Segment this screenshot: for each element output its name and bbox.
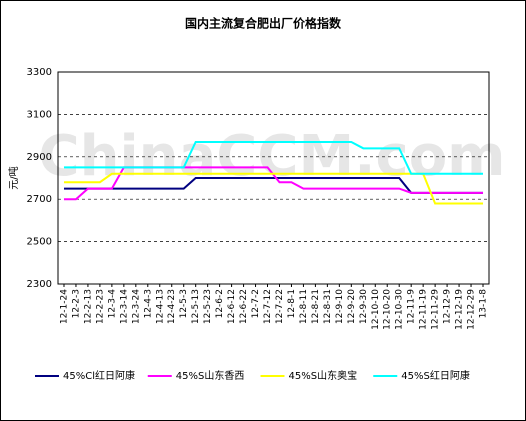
x-tick-label: 12-9-20 [347, 289, 357, 324]
y-axis-label: 元/吨 [7, 166, 20, 189]
x-tick-label: 13-1-8 [479, 289, 489, 319]
x-tick-label: 12-7-12 [263, 289, 273, 324]
x-tick-label: 12-4-23 [167, 289, 177, 324]
x-tick-label: 12-8-21 [311, 289, 321, 324]
x-tick-label: 12-7-22 [275, 289, 285, 324]
y-tick-label: 2900 [27, 152, 52, 163]
x-tick-label: 12-1-24 [59, 289, 69, 324]
x-tick-label: 12-6-2 [215, 289, 225, 318]
x-tick-label: 12-10-10 [371, 289, 381, 330]
x-tick-label: 12-12-9 [443, 289, 453, 324]
x-tick-label: 12-8-1 [287, 289, 297, 318]
legend-label: 45%S红日阿康 [401, 369, 470, 382]
x-tick-label: 12-8-11 [299, 289, 309, 324]
x-tick-label: 12-6-12 [227, 289, 237, 324]
x-tick-label: 12-2-13 [83, 289, 93, 324]
legend-label: 45%S山东奥宝 [289, 369, 358, 382]
x-tick-label: 12-2-3 [71, 289, 81, 318]
x-tick-label: 12-12-29 [467, 289, 477, 330]
x-tick-label: 12-8-31 [323, 289, 333, 324]
x-tick-label: 12-5-23 [203, 289, 213, 324]
series-line [63, 140, 484, 175]
x-tick-label: 12-11-9 [407, 289, 417, 324]
x-tick-label: 12-3-4 [107, 289, 117, 319]
y-tick-label: 3300 [27, 67, 52, 78]
legend-label: 45%Cl红日阿康 [63, 369, 135, 382]
x-tick-label: 12-3-24 [131, 289, 141, 324]
x-tick-label: 12-11-19 [419, 289, 429, 330]
x-tick-label: 12-7-2 [251, 289, 261, 318]
x-tick-label: 12-3-14 [119, 289, 129, 324]
plot-border [57, 71, 490, 285]
x-tick-label: 12-9-10 [335, 289, 345, 324]
y-tick-label: 2300 [27, 279, 52, 290]
legend-label: 45%S山东香西 [176, 369, 245, 382]
x-tick-label: 12-5-13 [191, 289, 201, 324]
x-tick-label: 12-2-23 [95, 289, 105, 324]
y-tick-label: 2500 [27, 237, 52, 248]
y-tick-label: 3100 [27, 109, 52, 120]
chart-title: 国内主流复合肥出厂价格指数 [185, 16, 342, 31]
x-tick-label: 12-4-3 [143, 289, 153, 318]
x-tick-label: 12-11-29 [431, 289, 441, 330]
x-tick-label: 12-12-19 [455, 289, 465, 330]
x-tick-label: 12-9-30 [359, 289, 369, 324]
y-tick-label: 2700 [27, 194, 52, 205]
x-tick-label: 12-6-22 [239, 289, 249, 324]
x-tick-label: 12-10-20 [383, 289, 393, 330]
x-tick-label: 12-10-30 [395, 289, 405, 330]
x-tick-label: 12-5-3 [179, 289, 189, 318]
x-tick-label: 12-4-13 [155, 289, 165, 324]
